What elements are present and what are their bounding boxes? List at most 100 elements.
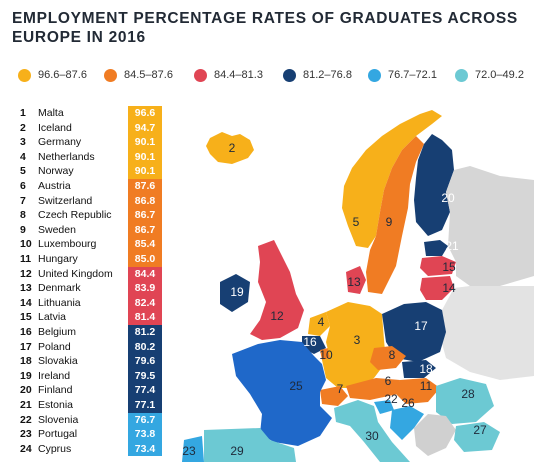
map-rank-label: 18 <box>419 362 433 376</box>
table-row: 5 Norway 90.1 <box>0 164 170 179</box>
rank-number: 19 <box>20 369 32 382</box>
rank-number: 9 <box>20 223 26 236</box>
map-spain <box>204 428 296 462</box>
map-rank-label: 30 <box>365 429 379 443</box>
value-cell: 76.7 <box>128 412 162 428</box>
table-row: 23 Portugal 73.8 <box>0 427 170 442</box>
chart-title: EMPLOYMENT PERCENTAGE RATES OF GRADUATES… <box>12 10 518 46</box>
map-france <box>232 340 332 446</box>
map-portugal <box>182 436 204 462</box>
value-cell: 87.6 <box>128 179 162 194</box>
rank-number: 14 <box>20 296 32 309</box>
map-rank-label: 10 <box>319 348 333 362</box>
country-name: Lithuania <box>38 296 81 309</box>
rank-number: 13 <box>20 282 32 295</box>
table-row: 13 Denmark 83.9 <box>0 281 170 296</box>
country-name: United Kingdom <box>38 267 113 280</box>
map-slovenia <box>374 400 394 414</box>
rank-number: 21 <box>20 399 32 411</box>
map-rank-label: 12 <box>270 309 284 323</box>
country-name: Portugal <box>38 428 78 441</box>
map-latvia <box>420 256 456 276</box>
country-name: Poland <box>38 340 71 353</box>
rank-number: 4 <box>20 150 26 163</box>
value-cell: 81.4 <box>128 310 162 325</box>
map-germany <box>322 302 386 388</box>
legend-label: 76.7–72.1 <box>388 69 437 81</box>
legend: 96.6–87.6 84.5–87.6 84.4–81.3 81.2–76.8 76.7… <box>0 64 534 86</box>
map-austria <box>346 378 400 400</box>
table-row: 8 Czech Republic 86.7 <box>0 208 170 223</box>
value-cell: 86.7 <box>128 208 162 223</box>
country-name: Belgium <box>38 326 76 338</box>
map-uk <box>250 240 304 340</box>
legend-swatch <box>18 68 31 82</box>
map-rank-label: 6 <box>385 374 392 388</box>
map-norway <box>342 110 442 248</box>
map-rank-label: 19 <box>230 285 244 299</box>
table-row: 14 Lithuania 82.4 <box>0 295 170 311</box>
country-name: Finland <box>38 384 73 397</box>
table-row: 10 Luxembourg 85.4 <box>0 237 170 252</box>
country-name: Iceland <box>38 121 72 134</box>
map-estonia <box>424 240 448 256</box>
table-row: 24 Cyprus 73.4 <box>0 441 170 457</box>
rank-number: 15 <box>20 311 32 324</box>
map-romania <box>436 378 494 424</box>
map-denmark <box>346 266 366 294</box>
map-bulgaria <box>454 422 500 452</box>
map-rank-label: 11 <box>420 379 433 393</box>
legend-item: 76.7–72.1 <box>368 64 437 86</box>
table-row: 16 Belgium 81.2 <box>0 325 170 340</box>
value-cell: 84.4 <box>128 266 162 282</box>
value-cell: 94.7 <box>128 120 162 136</box>
table-row: 21 Estonia 77.1 <box>0 398 170 413</box>
value-cell: 79.5 <box>128 368 162 384</box>
legend-item: 72.0–49.2 <box>455 64 524 86</box>
legend-item: 84.5–87.6 <box>104 64 173 86</box>
map-italy <box>334 400 410 462</box>
country-name: Netherlands <box>38 150 95 163</box>
legend-label: 84.4–81.3 <box>214 69 263 81</box>
map-luxembourg <box>320 348 330 360</box>
rank-number: 20 <box>20 384 32 397</box>
map-finland <box>414 134 454 236</box>
legend-label: 84.5–87.6 <box>124 69 173 81</box>
table-row: 3 Germany 90.1 <box>0 135 170 150</box>
legend-label: 72.0–49.2 <box>475 69 524 81</box>
country-name: Germany <box>38 136 82 149</box>
rank-number: 8 <box>20 209 26 222</box>
value-cell: 83.9 <box>128 281 162 296</box>
rank-number: 10 <box>20 238 32 251</box>
map-czech <box>370 346 406 370</box>
value-cell: 96.6 <box>128 106 162 121</box>
country-name: Slovakia <box>38 355 78 368</box>
country-name: Estonia <box>38 399 74 411</box>
country-name: Denmark <box>38 282 81 295</box>
map-slovakia <box>402 360 436 378</box>
country-name: Cyprus <box>38 442 72 455</box>
map-rank-label: 16 <box>303 335 317 349</box>
value-cell: 85.4 <box>128 237 162 252</box>
map-rank-label: 15 <box>442 260 456 274</box>
rank-number: 16 <box>20 326 32 338</box>
rank-number: 12 <box>20 267 32 280</box>
map-netherlands <box>308 312 330 336</box>
map-rank-label: 22 <box>384 392 398 406</box>
table-row: 15 Latvia 81.4 <box>0 310 170 325</box>
map-rank-label: 7 <box>337 382 344 396</box>
map-lithuania <box>420 276 454 300</box>
map-balkans <box>414 414 456 456</box>
value-cell: 82.4 <box>128 295 162 311</box>
map-rank-label: 28 <box>461 387 475 401</box>
country-name: Austria <box>38 180 71 192</box>
table-row: 4 Netherlands 90.1 <box>0 149 170 165</box>
value-cell: 77.1 <box>128 398 162 413</box>
legend-item: 81.2–76.8 <box>283 64 352 86</box>
legend-swatch <box>104 68 117 82</box>
table-row: 2 Iceland 94.7 <box>0 120 170 136</box>
map-ireland <box>220 274 250 312</box>
map-rank-label: 3 <box>354 333 361 347</box>
value-cell: 86.8 <box>128 193 162 209</box>
country-name: Sweden <box>38 223 76 236</box>
